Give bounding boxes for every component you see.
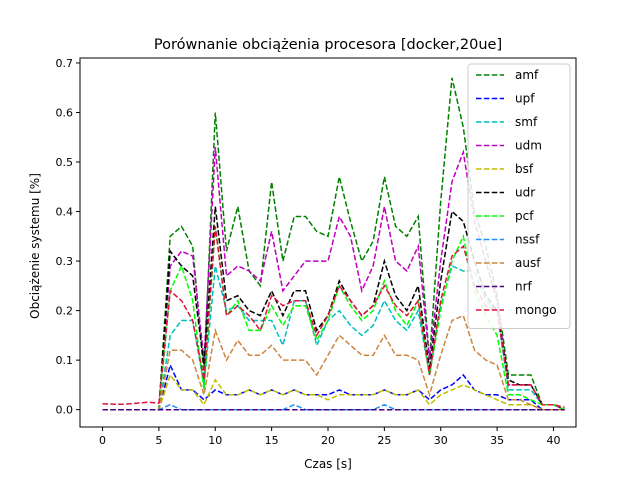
- y-tick-label: 0.3: [56, 255, 74, 268]
- x-tick-label: 25: [377, 434, 391, 447]
- y-tick-label: 0.7: [56, 57, 74, 70]
- x-tick-label: 15: [265, 434, 279, 447]
- legend-label-udm: udm: [515, 139, 542, 153]
- x-tick-label: 5: [155, 434, 162, 447]
- x-tick-label: 35: [490, 434, 504, 447]
- legend-label-nrf: nrf: [515, 280, 533, 294]
- series-line-ausf: [102, 314, 565, 411]
- x-tick-label: 10: [208, 434, 222, 447]
- series-line-nssf: [102, 403, 565, 411]
- x-tick-label: 40: [546, 434, 560, 447]
- legend-label-smf: smf: [515, 115, 538, 129]
- axis-ticks: 0 5 10 15 20 25 30 35 40 0.0 0.1 0.2 0.3 0.4 0.5 0.6 0.7: [56, 57, 561, 447]
- y-tick-label: 0.2: [56, 305, 74, 318]
- y-axis-label: Obciążenie systemu [%]: [28, 173, 42, 319]
- legend-label-nssf: nssf: [515, 233, 540, 247]
- chart-title: Porównanie obciążenia procesora [docker,…: [154, 37, 502, 53]
- y-tick-label: 0.4: [56, 206, 74, 219]
- x-axis-label: Czas [s]: [304, 457, 352, 471]
- legend-label-pcf: pcf: [515, 209, 534, 223]
- legend-label-bsf: bsf: [515, 162, 534, 176]
- y-tick-label: 0.5: [56, 156, 74, 169]
- legend-label-amf: amf: [515, 68, 539, 82]
- series-line-udr: [102, 206, 566, 411]
- x-tick-label: 20: [321, 434, 335, 447]
- axes-frame: [79, 57, 577, 428]
- x-tick-label: 30: [434, 434, 448, 447]
- x-tick-label: 0: [99, 434, 106, 447]
- legend-label-ausf: ausf: [515, 256, 541, 270]
- series-line-bsf: [102, 373, 565, 411]
- series-line-mongo: [102, 226, 565, 408]
- y-tick-label: 0.1: [56, 354, 74, 367]
- legend-label-udr: udr: [515, 186, 535, 200]
- legend-label-mongo: mongo: [515, 303, 557, 317]
- y-tick-label: 0.6: [56, 106, 74, 119]
- legend-label-upf: upf: [515, 92, 535, 106]
- series-line-upf: [102, 362, 565, 411]
- y-tick-label: 0.0: [56, 404, 74, 417]
- legend: amf upf smf udm bsf udr pcf nssf ausf nrf mongo: [467, 63, 571, 329]
